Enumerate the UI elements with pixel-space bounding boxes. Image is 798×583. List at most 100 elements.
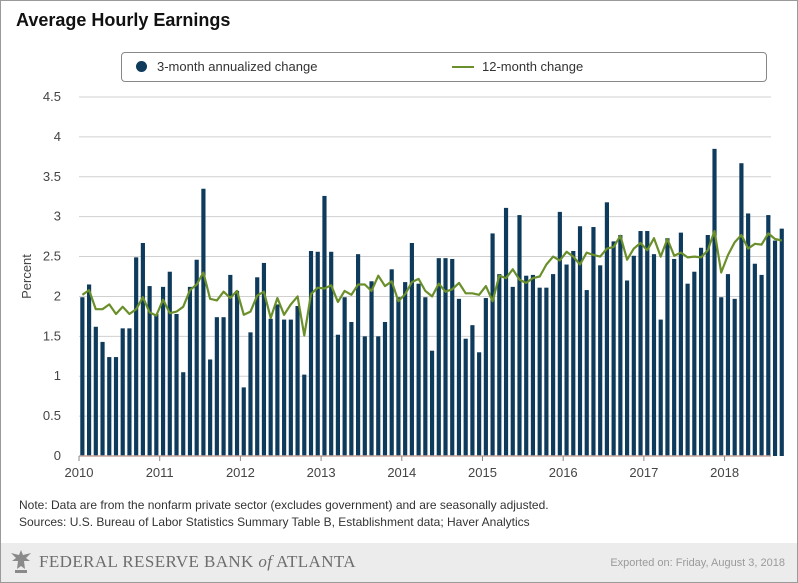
footer-bar: FEDERAL RESERVE BANK of ATLANTA Exported… — [1, 543, 797, 582]
bar — [187, 286, 193, 456]
y-tick-label: 1 — [54, 368, 61, 383]
bar — [113, 357, 119, 456]
bar — [268, 318, 273, 456]
bar — [503, 207, 509, 456]
bar — [443, 258, 448, 456]
y-tick-label: 3.5 — [43, 169, 61, 184]
bar — [759, 274, 764, 456]
y-tick-label: 2 — [54, 288, 61, 303]
bar — [261, 262, 267, 456]
sources-text: Sources: U.S. Bureau of Labor Statistics… — [19, 515, 530, 529]
bar — [456, 298, 462, 456]
bar — [638, 231, 643, 456]
bar — [551, 274, 556, 456]
chart-notes: Note: Data are from the nonfarm private … — [19, 497, 549, 531]
bar — [140, 242, 145, 456]
bar — [389, 269, 394, 456]
bar — [295, 306, 300, 456]
bar — [658, 319, 663, 456]
bar — [322, 195, 327, 456]
bar — [577, 226, 583, 456]
bar — [160, 286, 166, 456]
bar — [127, 328, 132, 456]
bar — [100, 341, 105, 456]
eagle-icon — [11, 550, 31, 573]
bar — [752, 263, 757, 456]
y-tick-label: 0 — [54, 448, 61, 463]
bar — [591, 227, 596, 456]
bar — [349, 321, 354, 456]
bar — [537, 287, 542, 456]
bar — [564, 264, 569, 456]
bar — [544, 287, 549, 456]
frb-logo: FEDERAL RESERVE BANK of ATLANTA — [9, 549, 356, 575]
bar — [221, 317, 226, 456]
bar — [80, 297, 85, 456]
bar — [779, 228, 784, 456]
x-tick-label: 2014 — [387, 465, 416, 480]
bar — [120, 328, 125, 456]
y-tick-label: 4.5 — [43, 89, 61, 104]
chart-plot: 0 0.5 1 1.5 2 2.5 3 3.5 4 4.5 Percent 2010 2011 2012 2… — [19, 89, 784, 480]
bar — [463, 338, 468, 456]
bar — [604, 202, 609, 456]
x-tick-label: 2011 — [146, 465, 174, 480]
bar — [618, 235, 623, 456]
bar — [282, 319, 287, 456]
x-tick-label: 2015 — [468, 465, 497, 480]
bar — [356, 254, 361, 456]
bar — [517, 215, 522, 456]
bar — [308, 250, 314, 456]
bar — [335, 334, 340, 456]
frb-name-of: of — [258, 552, 273, 571]
x-tick-label: 2018 — [710, 465, 739, 480]
bar — [665, 238, 670, 456]
bar — [342, 297, 347, 456]
y-tick-label: 1.5 — [43, 328, 61, 343]
line-series-12-month — [81, 229, 783, 337]
legend-line-label: 12-month change — [482, 59, 584, 74]
bar — [382, 321, 388, 456]
bar — [315, 251, 320, 456]
x-tick-label: 2012 — [226, 465, 255, 480]
bar — [692, 271, 697, 456]
bar — [416, 283, 421, 456]
legend-item-line: 12-month change — [452, 59, 583, 74]
bar — [510, 286, 515, 456]
bar — [672, 258, 677, 456]
bar — [678, 232, 683, 456]
bar — [93, 326, 98, 456]
bar — [228, 274, 233, 456]
bar — [766, 215, 771, 456]
bar — [329, 251, 334, 456]
bar — [725, 274, 731, 456]
legend-bar-marker — [136, 61, 147, 72]
bar — [154, 313, 159, 456]
bar — [746, 213, 751, 456]
bar — [201, 188, 206, 456]
legend-line-marker — [452, 65, 474, 68]
bar — [288, 319, 293, 456]
bar — [685, 283, 690, 456]
bar — [409, 242, 414, 456]
bar — [477, 352, 482, 456]
bar — [396, 297, 401, 456]
bar — [436, 258, 441, 456]
legend-item-bars: 3-month annualized change — [136, 59, 317, 74]
bar — [167, 271, 172, 456]
bar — [732, 298, 737, 456]
chart-title: Average Hourly Earnings — [16, 10, 231, 30]
bar — [362, 336, 367, 456]
bar — [483, 298, 488, 456]
bar — [772, 240, 778, 456]
bar — [275, 304, 280, 456]
bar — [450, 258, 455, 456]
bar — [423, 297, 428, 456]
bar — [470, 325, 475, 456]
bar — [705, 235, 710, 456]
bar — [625, 280, 630, 456]
y-tick-label: 4 — [54, 129, 61, 144]
x-tick-label: 2013 — [307, 465, 336, 480]
legend-bar-label: 3-month annualized change — [157, 59, 318, 74]
bar — [248, 332, 253, 456]
